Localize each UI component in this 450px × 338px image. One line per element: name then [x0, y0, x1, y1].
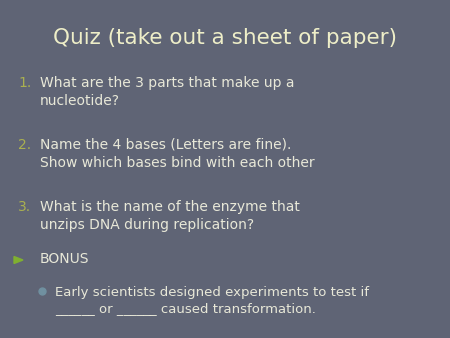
Text: 3.: 3. — [18, 200, 31, 214]
Text: Quiz (take out a sheet of paper): Quiz (take out a sheet of paper) — [53, 28, 397, 48]
Text: 1.: 1. — [18, 76, 31, 90]
Text: 2.: 2. — [18, 138, 31, 152]
Text: BONUS: BONUS — [40, 252, 90, 266]
Text: What are the 3 parts that make up a
nucleotide?: What are the 3 parts that make up a nucl… — [40, 76, 294, 108]
Text: What is the name of the enzyme that
unzips DNA during replication?: What is the name of the enzyme that unzi… — [40, 200, 300, 232]
Text: Early scientists designed experiments to test if
______ or ______ caused transfo: Early scientists designed experiments to… — [55, 286, 369, 315]
Text: Name the 4 bases (Letters are fine).
Show which bases bind with each other: Name the 4 bases (Letters are fine). Sho… — [40, 138, 315, 170]
Polygon shape — [14, 257, 23, 264]
